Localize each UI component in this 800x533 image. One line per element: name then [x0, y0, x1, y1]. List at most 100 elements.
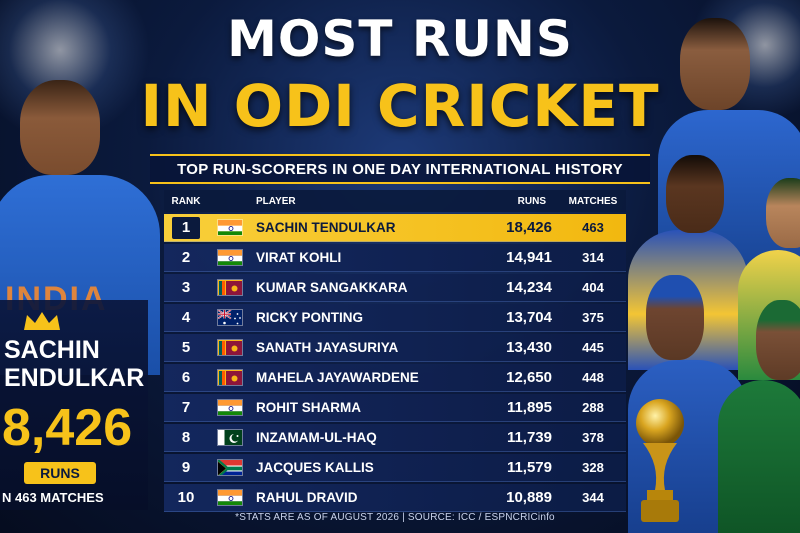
- crown-icon: [24, 312, 60, 330]
- player-name: INZAMAM-UL-HAQ: [256, 430, 377, 445]
- sri-lanka-flag-icon: [217, 369, 243, 386]
- runs-value: 11,739: [506, 429, 552, 446]
- table-row: 10 RAHUL DRAVID 10,889 344: [164, 484, 626, 512]
- india-flag-icon: [217, 219, 243, 236]
- subtitle-banner: TOP RUN-SCORERS IN ONE DAY INTERNATIONAL…: [150, 154, 650, 184]
- runs-value: 10,889: [506, 489, 552, 506]
- player-head: [680, 18, 750, 110]
- matches-value: 404: [582, 280, 604, 295]
- runs-value: 13,704: [506, 309, 552, 326]
- table-row: 3 KUMAR SANGAKKARA 14,234 404: [164, 274, 626, 302]
- player-name: VIRAT KOHLI: [256, 250, 342, 265]
- runs-value: 11,579: [506, 459, 552, 476]
- matches-value: 314: [582, 250, 604, 265]
- matches-value: 288: [582, 400, 604, 415]
- rank-cell: 1: [164, 216, 208, 239]
- table-row: 2 VIRAT KOHLI 14,941 314: [164, 244, 626, 272]
- matches-value: 463: [582, 220, 604, 235]
- table-row: 7 ROHIT SHARMA 11,895 288: [164, 394, 626, 422]
- rank-cell: 5: [164, 339, 208, 356]
- runs-table: RANK PLAYER RUNS MATCHES 1 SACHIN TENDULK…: [164, 190, 626, 512]
- flag-cell: [208, 309, 252, 326]
- rank-cell: 2: [164, 249, 208, 266]
- rank-value: 5: [181, 339, 191, 356]
- rank-value: 6: [181, 369, 191, 386]
- rank-value: 10: [177, 489, 195, 506]
- rank-value: 1: [172, 216, 200, 239]
- subtitle: TOP RUN-SCORERS IN ONE DAY INTERNATIONAL…: [177, 160, 623, 178]
- featured-runs: 8,426: [2, 400, 133, 456]
- matches-value: 445: [582, 340, 604, 355]
- india-flag-icon: [217, 489, 243, 506]
- table-row: 1 SACHIN TENDULKAR 18,426 463: [164, 214, 626, 242]
- player-name: ROHIT SHARMA: [256, 400, 361, 415]
- players-collage: [628, 0, 800, 533]
- runs-value: 11,895: [506, 399, 552, 416]
- rank-cell: 6: [164, 369, 208, 386]
- flag-cell: [208, 219, 252, 236]
- player-head: [20, 80, 100, 175]
- rank-cell: 3: [164, 279, 208, 296]
- flag-cell: [208, 489, 252, 506]
- player-name: SACHIN TENDULKAR: [256, 220, 396, 235]
- matches-value: 378: [582, 430, 604, 445]
- india-flag-icon: [217, 399, 243, 416]
- header-player: PLAYER: [256, 195, 296, 207]
- runs-value: 14,234: [506, 279, 552, 296]
- flag-cell: [208, 459, 252, 476]
- sri-lanka-flag-icon: [217, 339, 243, 356]
- flag-cell: [208, 279, 252, 296]
- australia-flag-icon: [217, 309, 243, 326]
- pakistan-flag-icon: [217, 429, 243, 446]
- table-header: RANK PLAYER RUNS MATCHES: [164, 190, 626, 212]
- india-flag-icon: [217, 249, 243, 266]
- rank-value: 4: [181, 309, 191, 326]
- featured-runs-label: RUNS: [24, 462, 96, 484]
- page-title-line2: IN ODI CRICKET: [140, 72, 660, 140]
- matches-value: 448: [582, 370, 604, 385]
- player-name: SANATH JAYASURIYA: [256, 340, 399, 355]
- player-name: JACQUES KALLIS: [256, 460, 374, 475]
- table-row: 8 INZAMAM-UL-HAQ 11,739 378: [164, 424, 626, 452]
- flag-cell: [208, 339, 252, 356]
- featured-player-name: SACHIN ENDULKAR: [0, 336, 148, 392]
- rank-cell: 8: [164, 429, 208, 446]
- south-africa-flag-icon: [217, 459, 243, 476]
- rank-cell: 9: [164, 459, 208, 476]
- table-body: 1 SACHIN TENDULKAR 18,426 463 2 VIRAT KOHLI 14…: [164, 214, 626, 512]
- table-row: 9 JACQUES KALLIS 11,579 328: [164, 454, 626, 482]
- footnote: *STATS ARE AS OF AUGUST 2026 | SOURCE: I…: [235, 512, 555, 523]
- header-runs: RUNS: [517, 195, 546, 207]
- rank-value: 7: [181, 399, 191, 416]
- featured-name-line1: SACHIN: [4, 336, 100, 364]
- header-matches: MATCHES: [568, 195, 618, 207]
- rank-value: 9: [181, 459, 191, 476]
- featured-name-line2: ENDULKAR: [4, 364, 145, 392]
- player-head: [766, 178, 800, 248]
- flag-cell: [208, 399, 252, 416]
- player-jersey: [718, 380, 800, 533]
- player-name: RAHUL DRAVID: [256, 490, 358, 505]
- player-name: MAHELA JAYAWARDENE: [256, 370, 419, 385]
- rank-value: 8: [181, 429, 191, 446]
- matches-value: 375: [582, 310, 604, 325]
- table-row: 4 RICKY PONTING 13,704 375: [164, 304, 626, 332]
- runs-value: 12,650: [506, 369, 552, 386]
- rank-value: 3: [181, 279, 191, 296]
- matches-value: 344: [582, 490, 604, 505]
- player-name: KUMAR SANGAKKARA: [256, 280, 408, 295]
- flag-cell: [208, 369, 252, 386]
- rank-value: 2: [181, 249, 191, 266]
- header-rank: RANK: [171, 195, 201, 207]
- runs-value: 14,941: [506, 249, 552, 266]
- world-cup-trophy-icon: [636, 399, 684, 522]
- table-row: 6 MAHELA JAYAWARDENE 12,650 448: [164, 364, 626, 392]
- sri-lanka-flag-icon: [217, 279, 243, 296]
- table-row: 5 SANATH JAYASURIYA 13,430 445: [164, 334, 626, 362]
- flag-cell: [208, 249, 252, 266]
- runs-value: 13,430: [506, 339, 552, 356]
- page-title-line1: MOST RUNS: [227, 10, 573, 68]
- rank-cell: 10: [164, 489, 208, 506]
- matches-value: 328: [582, 460, 604, 475]
- player-head: [646, 275, 704, 360]
